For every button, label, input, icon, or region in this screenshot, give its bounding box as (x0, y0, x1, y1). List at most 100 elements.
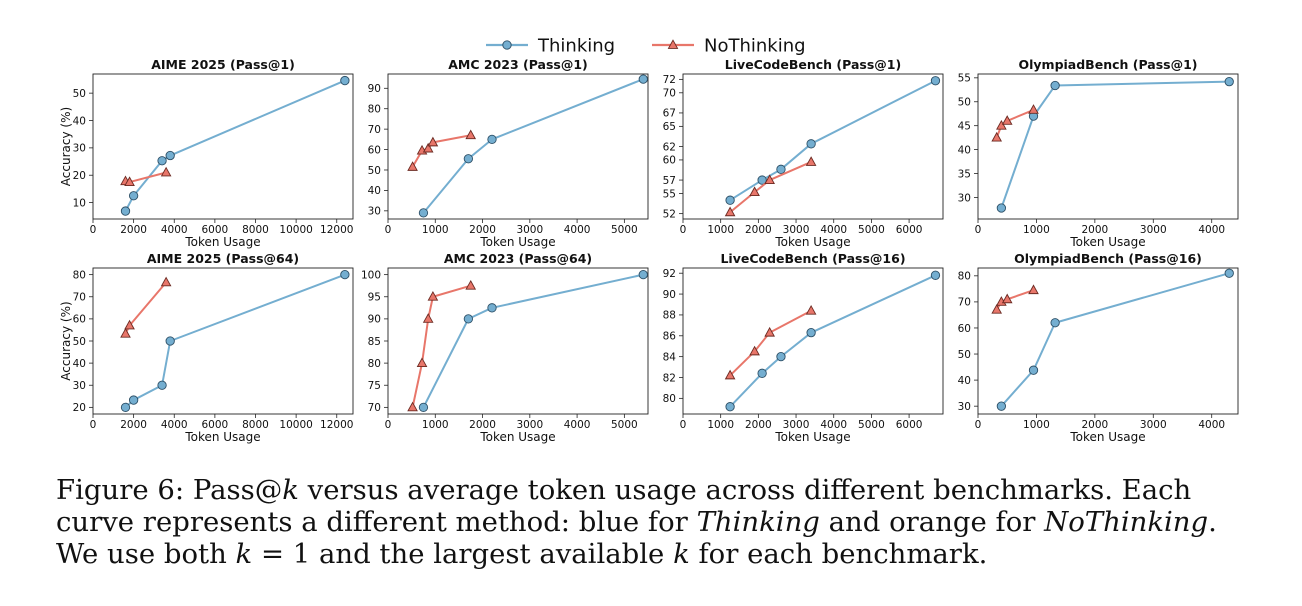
x-tick-label: 2000 (469, 224, 496, 236)
y-tick-label: 60 (958, 323, 971, 335)
data-point-nothinking (416, 357, 428, 368)
x-tick-label: 2000 (745, 224, 772, 236)
data-point-thinking (1224, 268, 1234, 278)
y-tick-label: 80 (73, 269, 86, 281)
x-axis-label: Token Usage (479, 235, 555, 249)
data-point-thinking (1050, 318, 1060, 328)
legend: Thinking NoThinking (486, 36, 806, 57)
y-tick-label: 30 (958, 192, 971, 204)
data-point-nothinking (407, 401, 418, 412)
x-axis-label: Token Usage (1069, 235, 1145, 249)
caption-text-6: for each benchmark. (689, 538, 988, 570)
x-tick-label: 3000 (516, 224, 543, 236)
panel-2: AMC 2023 (Pass@1) 0 1000 2000 3000 4000 5000 30… (368, 57, 649, 249)
x-tick-label: 12000 (320, 419, 353, 431)
x-tick-label: 2000 (120, 419, 147, 431)
y-tick-label: 60 (73, 314, 86, 326)
x-tick-label: 0 (975, 419, 982, 431)
series-line-thinking (422, 273, 644, 408)
data-point-thinking (638, 74, 648, 84)
data-point-thinking (996, 401, 1007, 411)
y-tick-label: 50 (368, 165, 381, 177)
y-tick-label: 50 (73, 88, 86, 100)
y-tick-label: 72 (663, 74, 676, 86)
panel-title: LiveCodeBench (Pass@1) (725, 57, 901, 72)
y-tick-label: 67 (663, 108, 676, 120)
x-axis-label: Token Usage (479, 430, 555, 444)
y-tick-label: 85 (368, 336, 381, 348)
series-line-thinking (729, 274, 936, 408)
panel-3: LiveCodeBench (Pass@1) 0 1000 2000 3000 4000 5… (663, 57, 944, 249)
x-axis-label: Token Usage (774, 430, 850, 444)
x-tick-label: 0 (90, 419, 97, 431)
y-tick-label: 62 (663, 141, 676, 153)
data-point-nothinking (160, 276, 172, 287)
x-tick-label: 4000 (564, 419, 591, 431)
y-tick-label: 90 (368, 314, 381, 326)
data-point-thinking (128, 395, 139, 405)
y-tick-label: 45 (958, 120, 971, 132)
data-point-thinking (996, 203, 1007, 213)
data-point-thinking (757, 368, 767, 378)
series-line-nothinking (729, 309, 812, 377)
x-tick-label: 0 (680, 224, 687, 236)
data-point-thinking (487, 303, 497, 313)
x-tick-label: 10000 (279, 419, 312, 431)
data-point-nothinking (749, 186, 760, 197)
data-point-thinking (128, 191, 139, 201)
y-tick-label: 80 (663, 393, 676, 405)
x-tick-label: 3000 (516, 419, 543, 431)
x-tick-label: 2000 (120, 224, 147, 236)
x-tick-label: 4000 (1198, 419, 1225, 431)
y-tick-label: 30 (368, 206, 381, 218)
x-tick-label: 1000 (707, 224, 734, 236)
y-tick-label: 70 (368, 124, 381, 136)
data-point-thinking (1224, 77, 1234, 87)
data-point-nothinking (724, 206, 736, 217)
data-point-thinking (120, 206, 131, 216)
data-point-nothinking (422, 142, 434, 153)
y-tick-label: 35 (958, 168, 971, 180)
x-axis-label: Token Usage (1069, 430, 1145, 444)
y-tick-label: 55 (663, 188, 676, 200)
x-tick-label: 3000 (783, 419, 810, 431)
series-line-thinking (1000, 272, 1230, 407)
data-point-nothinking (996, 119, 1007, 130)
panel-6: AMC 2023 (Pass@64) 0 1000 2000 3000 4000 5000 7… (361, 251, 649, 444)
y-tick-label: 90 (368, 83, 381, 95)
x-tick-label: 1000 (707, 419, 734, 431)
panel-title: OlympiadBench (Pass@1) (1018, 57, 1197, 72)
plot-frame (682, 267, 944, 415)
x-tick-label: 1000 (1023, 419, 1050, 431)
panel-8: OlympiadBench (Pass@16) 0 1000 2000 3000 4000… (958, 251, 1239, 444)
plot-frame (977, 73, 1239, 220)
data-point-thinking (638, 269, 648, 280)
y-tick-label: 100 (361, 269, 381, 281)
data-point-thinking (487, 134, 497, 145)
y-tick-label: 50 (958, 349, 971, 361)
y-tick-label: 86 (663, 331, 677, 343)
x-tick-label: 3000 (1140, 419, 1167, 431)
x-tick-label: 5000 (858, 419, 885, 431)
x-tick-label: 5000 (611, 224, 638, 236)
data-point-nothinking (1001, 293, 1013, 304)
data-point-thinking (157, 156, 167, 166)
x-tick-label: 6000 (202, 224, 229, 236)
data-point-thinking (463, 154, 474, 164)
panel-title: OlympiadBench (Pass@16) (1014, 251, 1202, 266)
data-point-nothinking (724, 369, 736, 380)
caption-text-4: . We use both (56, 506, 1217, 570)
caption-k-1: k (282, 474, 299, 506)
y-tick-label: 40 (73, 358, 86, 370)
y-tick-label: 65 (663, 121, 676, 133)
y-tick-label: 88 (663, 310, 676, 322)
data-point-nothinking (991, 131, 1003, 142)
panel-1: AIME 2025 (Pass@1) 0 2000 4000 6000 8000 10000… (59, 57, 353, 249)
series-line-nothinking (411, 284, 472, 408)
data-point-nothinking (1001, 115, 1013, 125)
caption-text-2: versus average token usage across differ… (56, 474, 1192, 538)
y-tick-label: 80 (368, 358, 381, 370)
figure-caption: Figure 6: Pass@k versus average token us… (56, 474, 1246, 570)
y-tick-label: 70 (368, 402, 381, 414)
data-point-thinking (776, 164, 786, 174)
